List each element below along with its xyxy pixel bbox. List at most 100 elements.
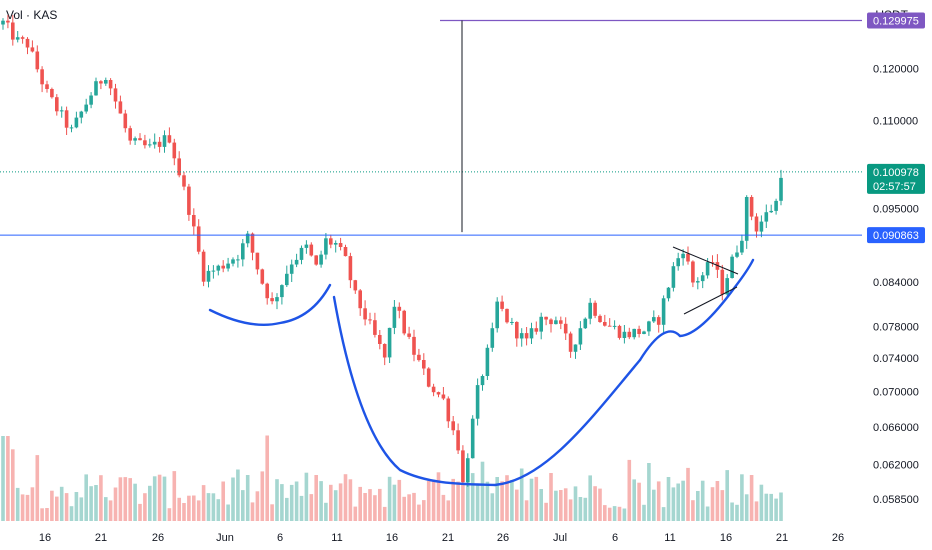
candle-body [45, 84, 49, 89]
volume-bar [177, 497, 181, 521]
candle-body [637, 328, 641, 334]
volume-bar [40, 508, 44, 521]
candle-body [666, 287, 671, 299]
candle-body [720, 269, 725, 295]
candle-body [343, 247, 348, 257]
volume-bar [490, 493, 495, 521]
candle-body [710, 262, 715, 264]
volume-bar [187, 495, 191, 521]
y-tick-label: 0.078000 [873, 322, 919, 334]
volume-bar [6, 436, 10, 521]
volume-bar [64, 493, 69, 521]
y-tick-label: 0.058500 [873, 494, 919, 506]
volume-bar [333, 490, 338, 521]
volume-bar [45, 508, 49, 521]
candle-body [612, 325, 617, 327]
volume-bar [446, 500, 451, 521]
candle-body [50, 89, 54, 98]
volume-bar [79, 497, 84, 521]
volume-bar [705, 506, 710, 521]
volume-bar [627, 459, 632, 521]
candle-body [226, 263, 230, 269]
volume-bar [769, 493, 773, 521]
volume-bar [319, 481, 323, 521]
volume-bar [99, 475, 103, 521]
volume-bar [216, 499, 221, 521]
volume-bar [573, 486, 578, 521]
candle-body [515, 322, 519, 339]
volume-bar [607, 507, 612, 521]
volume-bar [539, 489, 543, 521]
candle-body [69, 127, 74, 129]
volume-bar [368, 489, 372, 521]
volume-bar [456, 481, 460, 521]
candle-body [539, 316, 543, 332]
candle-body [524, 333, 529, 339]
candle-body [446, 398, 451, 422]
volume-bar [524, 500, 529, 521]
candle-body [495, 301, 499, 329]
candle-body [779, 177, 783, 201]
candle-body [11, 22, 15, 40]
candle-body [187, 186, 191, 215]
volume-bar [15, 487, 20, 521]
candle-body [475, 385, 480, 419]
candle-body [216, 265, 221, 271]
volume-bar [343, 474, 348, 521]
volume-bar [461, 483, 465, 521]
y-tick-label: 0.095000 [873, 204, 919, 216]
x-tick-label: 26 [832, 532, 844, 544]
candle-body [588, 302, 592, 319]
x-tick-label: 6 [277, 532, 283, 544]
volume-bar [172, 471, 177, 521]
x-tick-label: 11 [664, 532, 675, 544]
candle-body [231, 259, 235, 264]
candle-body [206, 270, 211, 282]
y-tick-label: 0.070000 [873, 387, 919, 399]
last-price-tag-text: 0.100978 [873, 167, 919, 179]
volume-bar [138, 503, 142, 521]
candle-body [470, 418, 475, 459]
candle-body [510, 322, 514, 323]
candle-body [270, 298, 274, 302]
candle-body [622, 331, 627, 338]
volume-bar [632, 479, 636, 521]
volume-bar [480, 461, 485, 521]
candle-body [382, 344, 387, 358]
volume-bar [20, 494, 25, 521]
volume-bar [598, 488, 602, 521]
candle-body [241, 243, 245, 260]
volume-bar [94, 485, 98, 521]
candle-body [764, 212, 769, 222]
x-tick-label: 16 [720, 532, 732, 544]
volume-bar [338, 483, 343, 521]
y-tick-label: 0.120000 [873, 63, 919, 75]
y-tick-label: 0.074000 [873, 353, 919, 365]
volume-bar [691, 500, 695, 521]
annotation-curve [332, 295, 642, 487]
candle-body [387, 327, 392, 358]
candle-body [133, 138, 137, 141]
volume-bar [534, 476, 539, 521]
volume-bar [666, 477, 671, 521]
candle-body [417, 354, 421, 361]
candle-body [319, 254, 323, 265]
volume-bar [255, 491, 260, 521]
candle-body [461, 450, 465, 483]
volume-bar [152, 476, 157, 521]
resistance-price-tag-text: 0.090863 [873, 230, 919, 242]
candle-body [338, 243, 343, 247]
candle-body [436, 392, 441, 395]
candle-body [99, 81, 103, 84]
volume-bar [148, 485, 152, 521]
x-tick-label: Jun [216, 532, 234, 544]
volume-bar [299, 495, 304, 521]
volume-bar [583, 497, 588, 521]
candle-body [329, 238, 333, 245]
volume-bar [50, 490, 54, 521]
axes: 0.120000 0.110000 0.095000 0.084000 0.078000… [39, 63, 919, 544]
resistance-price-tag [867, 227, 925, 244]
volume-bar [764, 493, 769, 521]
volume-bar [519, 468, 524, 521]
